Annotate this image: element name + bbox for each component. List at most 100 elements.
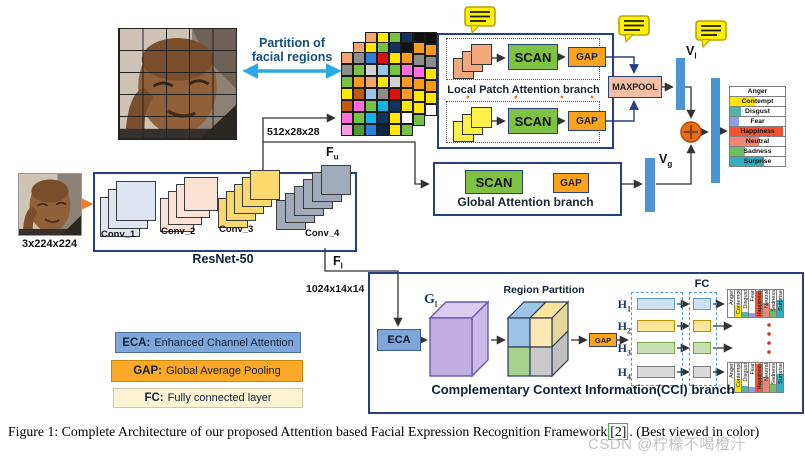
emotion-strip-fill: [777, 300, 783, 317]
feature-map-cell: [341, 100, 353, 112]
feature-map-cell: [413, 90, 425, 102]
h-features-box: [631, 292, 683, 386]
scan-block-local-2: SCAN: [508, 108, 558, 134]
emotion-row: Neutral: [729, 137, 786, 147]
h-feature-bar: [637, 320, 675, 332]
emotion-strip-fill: [777, 374, 783, 392]
feature-map-cell: [413, 54, 425, 66]
legend-fc-text: Fully connected layer: [167, 392, 272, 404]
h-label: H3: [617, 341, 631, 358]
feature-map-cell: [365, 64, 377, 76]
partition-label-line2: facial regions: [251, 50, 333, 64]
feature-map-cell: [365, 100, 377, 112]
feature-map-cell: [425, 44, 437, 56]
global-branch-title: Global Attention branch: [457, 195, 594, 209]
emotion-label: Surprise: [743, 158, 772, 165]
feature-map-cell: [353, 100, 365, 112]
feature-map-cell: [389, 76, 401, 88]
emotion-strip-fill: [763, 376, 769, 392]
feature-map-cell: [425, 32, 437, 44]
emotion-label: Fear: [750, 118, 765, 125]
emotion-fill: [730, 147, 746, 156]
note-bubble-icon-3: [695, 20, 728, 53]
emotion-strip-label: Sadness: [770, 363, 777, 385]
caption-text: Figure 1: Complete Architecture of our p…: [8, 424, 608, 439]
feature-map-cell: [401, 112, 413, 124]
input-face-image: [18, 173, 82, 236]
fl-dim-label: 1024x14x14: [306, 283, 365, 295]
emotion-strip: Disgust: [742, 289, 749, 318]
feature-map-cell: [413, 42, 425, 54]
emotion-strip: Sadness: [770, 362, 777, 393]
feature-map-cell: [365, 52, 377, 64]
emotion-strip: Surprise: [777, 362, 784, 393]
fc-box: [689, 292, 717, 386]
fc-output-box: [693, 342, 711, 354]
face-grid-overlay: [118, 28, 237, 140]
local-branch-title: Local Patch Attention branch: [447, 84, 600, 96]
gl-label: Gl: [424, 292, 438, 309]
emotion-strip-fill: [770, 383, 776, 392]
emotion-row: Surprise: [729, 157, 786, 167]
concat-feature-bar: [711, 78, 720, 183]
feature-map-cell: [365, 124, 377, 136]
emotion-row: Anger: [729, 87, 786, 97]
note-bubble-icon-1: [464, 6, 497, 39]
emotion-strip-label: Surprise: [777, 363, 784, 384]
feature-map-cell: [413, 102, 425, 114]
gl-feature-cuboid: [428, 300, 490, 378]
feature-map-cell: [341, 88, 353, 100]
feature-map-cell: [389, 64, 401, 76]
gap-block-cci: GAP: [589, 333, 617, 347]
emotion-strip-label: Happiness: [756, 290, 763, 317]
emotion-strip-label: Disgust: [742, 363, 749, 382]
feature-map-cell: [377, 88, 389, 100]
fc-output-box: [693, 366, 711, 378]
scan-block-global: SCAN: [465, 170, 523, 194]
emotion-strip: Neutral: [763, 362, 770, 393]
feature-map-cell: [413, 78, 425, 90]
conv-label: Conv_1: [101, 229, 136, 240]
feature-map-cell: [353, 88, 365, 100]
fu-label: Fu: [326, 145, 339, 162]
citation-link[interactable]: [2]: [608, 423, 629, 440]
emotion-row: Contempt: [729, 97, 786, 107]
resnet-box: [93, 172, 357, 252]
legend-gap-text: Global Average Pooling: [165, 365, 281, 377]
legend-fc: FC: Fully connected layer: [113, 388, 303, 408]
maxpool-block: MAXPOOL: [608, 76, 662, 98]
feature-map-cell: [377, 124, 389, 136]
emotion-strip-label: Anger: [728, 363, 735, 378]
emotion-strip: Fear: [749, 362, 756, 393]
legend-eca-abbr: ECA:: [122, 336, 151, 349]
vl-label: Vl: [686, 44, 697, 61]
conv-label: Conv_4: [305, 228, 340, 239]
feature-map-cell: [389, 124, 401, 136]
gap-block-local-1: GAP: [568, 47, 606, 67]
feature-map-cell: [365, 88, 377, 100]
emotion-strip: Contempt: [735, 289, 742, 318]
feature-map-cell: [365, 112, 377, 124]
feature-map-cell: [413, 114, 425, 126]
emotion-fill: [730, 97, 755, 106]
feature-map-cell: [389, 112, 401, 124]
feature-map-cell: [377, 100, 389, 112]
legend-gap: GAP: Global Average Pooling: [111, 360, 303, 382]
emotion-strip-label: Surprise: [777, 290, 784, 311]
feature-map-cell: [401, 64, 413, 76]
cci-branch-box: [368, 272, 804, 414]
emotion-strip-label: Fear: [749, 290, 756, 302]
feature-map-cell: [353, 76, 365, 88]
emotion-fill: [730, 157, 765, 166]
emotion-strip-label: Sadness: [770, 290, 777, 312]
scan-block-local-1: SCAN: [508, 44, 558, 70]
emotion-label: Happiness: [740, 128, 775, 135]
h-label: H4: [617, 365, 631, 382]
emotion-strip: Happiness: [756, 362, 763, 393]
emotion-strip-fill: [749, 312, 755, 317]
feature-map-cell: [389, 52, 401, 64]
emotion-fill: [730, 137, 759, 146]
emotion-strip-label: Anger: [728, 290, 735, 305]
feature-map-cell: [353, 64, 365, 76]
